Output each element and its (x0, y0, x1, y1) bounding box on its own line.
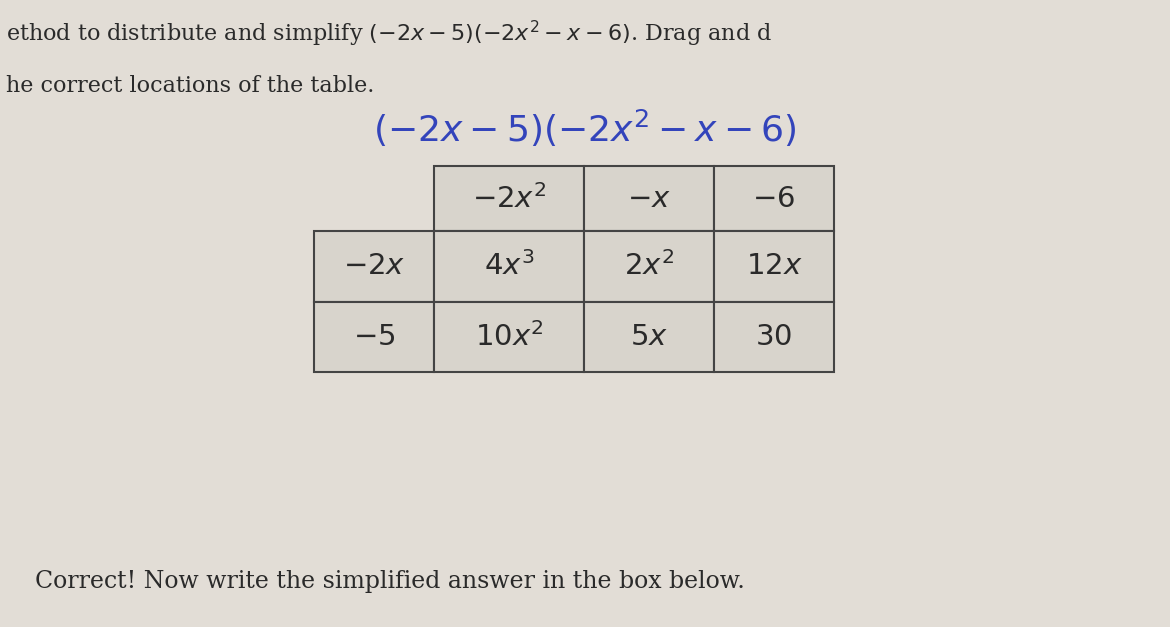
Text: $30$: $30$ (756, 323, 792, 350)
Bar (584, 302, 714, 372)
Bar (714, 302, 834, 372)
Text: Correct! Now write the simplified answer in the box below.: Correct! Now write the simplified answer… (35, 569, 745, 593)
Bar (714, 231, 834, 302)
Text: $10x^2$: $10x^2$ (475, 322, 543, 352)
Bar (314, 302, 434, 372)
Text: $-2x$: $-2x$ (343, 253, 405, 280)
Bar (314, 231, 434, 302)
Bar (584, 231, 714, 302)
Text: $4x^3$: $4x^3$ (483, 251, 535, 282)
Text: $-x$: $-x$ (627, 185, 670, 213)
Text: he correct locations of the table.: he correct locations of the table. (6, 75, 374, 97)
Text: $5x$: $5x$ (629, 323, 668, 350)
Bar (434, 166, 584, 231)
Text: $-2x^2$: $-2x^2$ (472, 184, 546, 214)
Text: $2x^2$: $2x^2$ (624, 251, 674, 282)
Text: $-5$: $-5$ (352, 323, 395, 350)
Bar (434, 302, 584, 372)
Text: $(-2x-5)(-2x^2-x-6)$: $(-2x-5)(-2x^2-x-6)$ (373, 108, 797, 149)
Text: $-6$: $-6$ (752, 185, 796, 213)
Bar (714, 166, 834, 231)
Text: ethod to distribute and simplify $(-2x-5)(-2x^2-x-6)$. Drag and d: ethod to distribute and simplify $(-2x-5… (6, 19, 772, 49)
Bar (584, 166, 714, 231)
Bar (434, 231, 584, 302)
Text: $12x$: $12x$ (745, 253, 803, 280)
